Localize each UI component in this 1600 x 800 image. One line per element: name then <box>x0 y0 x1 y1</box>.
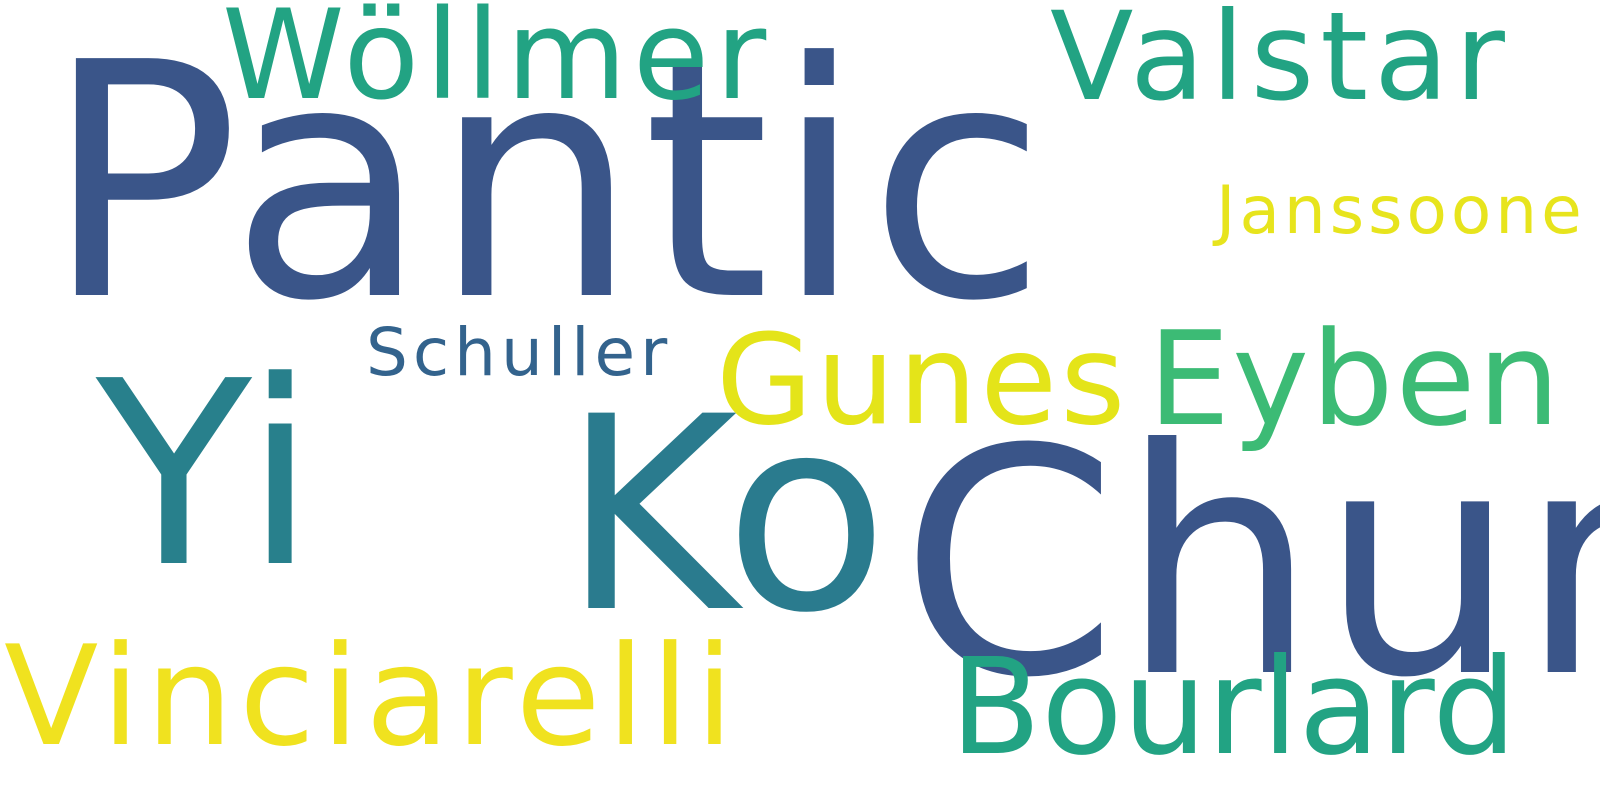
word-vinciarelli: Vinciarelli <box>4 616 740 777</box>
word-ko: Ko <box>562 360 889 672</box>
word-pantic: Pantic <box>44 0 1051 372</box>
word-bourlard: Bourlard <box>950 631 1517 785</box>
word-valstar: Valstar <box>1050 0 1511 128</box>
word-eyben: Eyben <box>1148 303 1562 455</box>
word-schuller: Schuller <box>366 314 673 391</box>
word-chun: Chun <box>900 382 1600 746</box>
word-yi: Yi <box>96 327 318 624</box>
word-gunes: Gunes <box>716 308 1129 453</box>
word-wollmer: Wöllmer <box>222 0 773 128</box>
word-janssoone: Janssoone <box>1216 172 1586 249</box>
